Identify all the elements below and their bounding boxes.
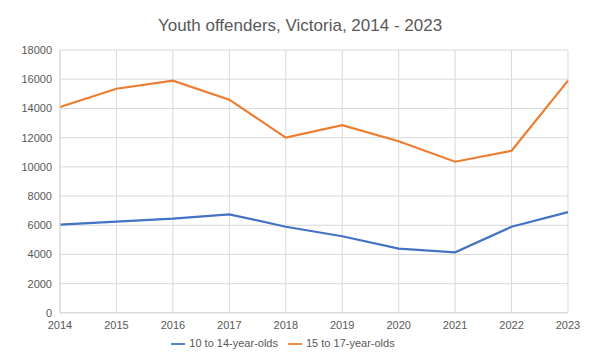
svg-text:2021: 2021 xyxy=(443,319,467,331)
svg-text:12000: 12000 xyxy=(21,132,52,144)
svg-text:2000: 2000 xyxy=(28,278,52,290)
svg-text:6000: 6000 xyxy=(28,219,52,231)
svg-text:14000: 14000 xyxy=(21,102,52,114)
svg-text:2023: 2023 xyxy=(556,319,580,331)
svg-text:2015: 2015 xyxy=(104,319,128,331)
svg-text:2019: 2019 xyxy=(330,319,354,331)
svg-text:8000: 8000 xyxy=(28,190,52,202)
svg-text:2014: 2014 xyxy=(48,319,72,331)
html-text:15 to 17-year-olds: 15 to 17-year-olds xyxy=(306,336,395,349)
svg-text:10000: 10000 xyxy=(21,161,52,173)
svg-text:18000: 18000 xyxy=(21,44,52,56)
html-text:Youth offenders, Victoria, 201: Youth offenders, Victoria, 2014 - 2023 xyxy=(157,16,443,35)
svg-text:2016: 2016 xyxy=(161,319,185,331)
svg-text:4000: 4000 xyxy=(28,248,52,260)
html-text:10 to 14-year-olds: 10 to 14-year-olds xyxy=(189,336,278,349)
svg-text:16000: 16000 xyxy=(21,73,52,85)
svg-text:2017: 2017 xyxy=(217,319,241,331)
svg-text:2018: 2018 xyxy=(274,319,298,331)
svg-text:2022: 2022 xyxy=(499,319,523,331)
svg-text:0: 0 xyxy=(46,307,52,319)
svg-text:2020: 2020 xyxy=(386,319,410,331)
